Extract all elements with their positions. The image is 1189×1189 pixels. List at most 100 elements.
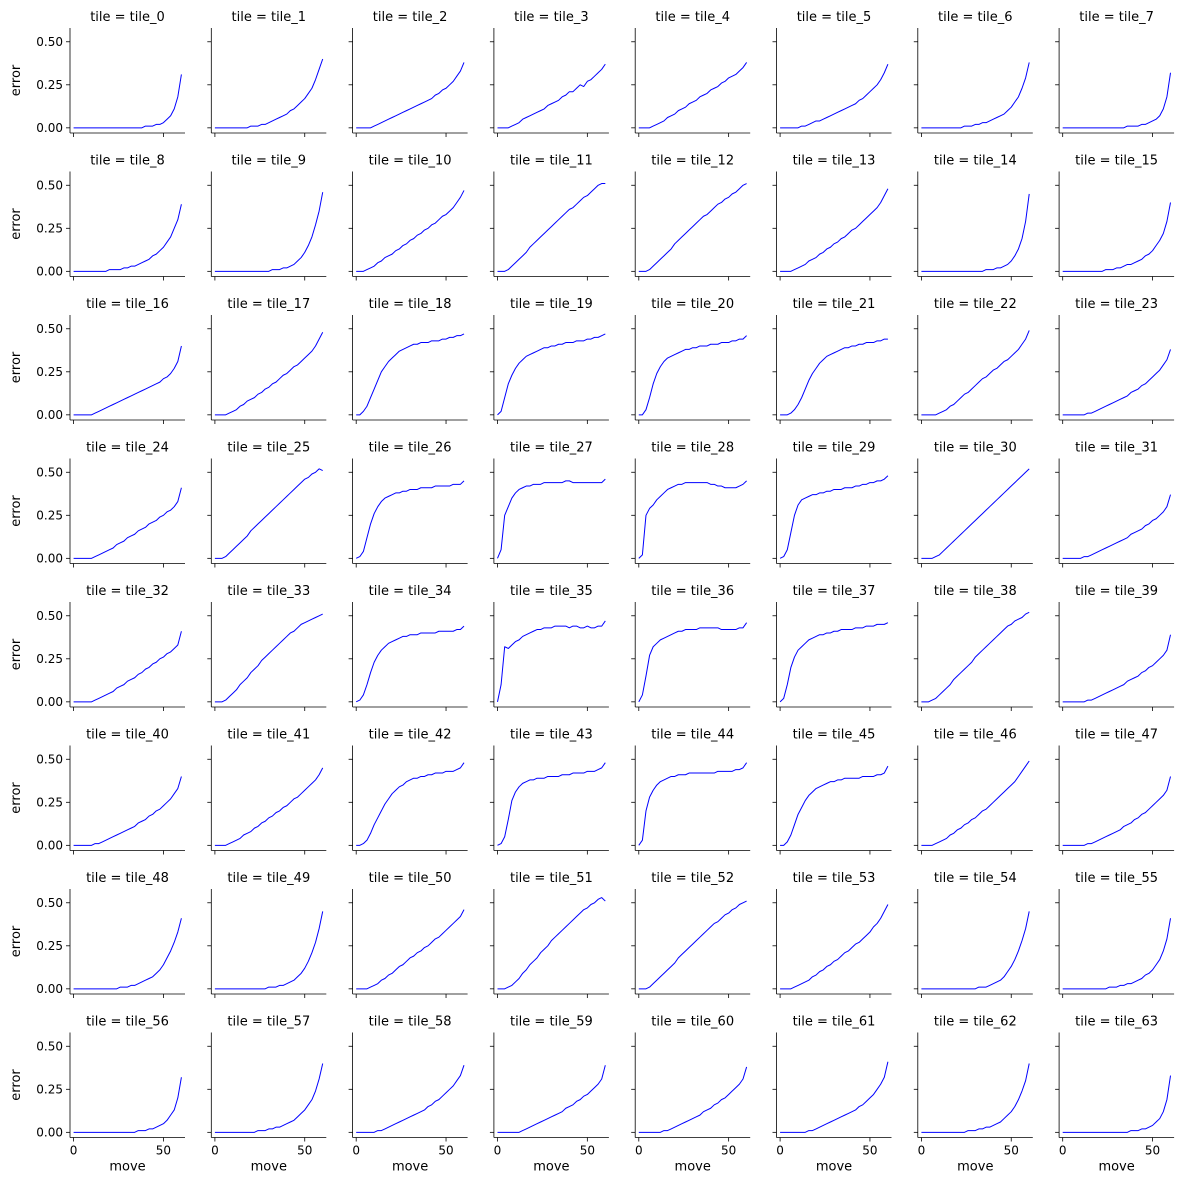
facet-panel-tile_25: tile = tile_25: [207, 441, 327, 568]
panel-title: tile = tile_58: [369, 1015, 452, 1030]
panel-title: tile = tile_46: [934, 728, 1017, 743]
x-tick-label: 50: [721, 1144, 736, 1158]
y-tick-label: 0.50: [36, 1039, 63, 1053]
y-tick-label: 0.00: [36, 264, 63, 278]
facet-panel-tile_63: tile = tile_63 0 50 move: [1055, 1015, 1175, 1175]
series-line: [1062, 494, 1171, 559]
series-line: [1062, 1075, 1172, 1133]
series-line: [638, 622, 748, 703]
facet-panel-tile_50: tile = tile_50: [348, 871, 468, 998]
facet-panel-tile_62: tile = tile_62 0 50 move: [913, 1015, 1033, 1175]
series-line: [73, 345, 182, 416]
facet-panel-tile_40: tile = tile_40 0.00 0.25 0.50 error: [9, 728, 185, 855]
y-tick-label: 0.50: [36, 465, 63, 479]
facet-panel-tile_36: tile = tile_36: [631, 584, 751, 711]
series-line: [73, 631, 182, 703]
panel-title: tile = tile_0: [90, 10, 165, 25]
y-tick-label: 0.25: [36, 652, 63, 666]
panel-title: tile = tile_33: [227, 584, 310, 599]
series-line: [214, 468, 323, 559]
facet-panel-tile_10: tile = tile_10: [348, 154, 468, 281]
y-axis-label: error: [9, 782, 24, 814]
series-line: [355, 625, 465, 703]
panel-title: tile = tile_47: [1075, 728, 1158, 743]
x-tick-label: 50: [862, 1144, 877, 1158]
y-tick-label: 0.25: [36, 365, 63, 379]
y-axis-label: error: [9, 495, 24, 527]
facet-panel-tile_13: tile = tile_13: [772, 154, 892, 281]
series-line: [638, 762, 748, 846]
panel-title: tile = tile_7: [1079, 10, 1154, 25]
panel-title: tile = tile_1: [232, 10, 307, 25]
series-line: [1062, 918, 1172, 990]
y-tick-label: 0.00: [36, 1125, 63, 1139]
y-tick-label: 0.25: [36, 508, 63, 522]
facet-panel-tile_12: tile = tile_12: [631, 154, 751, 281]
panel-title: tile = tile_62: [934, 1015, 1017, 1030]
facet-panel-tile_5: tile = tile_5: [772, 10, 892, 137]
x-tick-label: 0: [918, 1144, 926, 1158]
series-line: [780, 338, 888, 416]
facet-panel-tile_3: tile = tile_3: [489, 10, 609, 137]
series-line: [497, 63, 606, 129]
facet-panel-tile_23: tile = tile_23: [1055, 297, 1175, 424]
x-axis-label: move: [816, 1160, 852, 1175]
panel-title: tile = tile_3: [514, 10, 589, 25]
x-axis-label: move: [251, 1160, 287, 1175]
facet-panel-tile_57: tile = tile_57 0 50 move: [207, 1015, 327, 1175]
x-axis-label: move: [533, 1160, 569, 1175]
series-line: [638, 335, 747, 416]
series-line: [355, 480, 465, 559]
facet-panel-tile_54: tile = tile_54: [913, 871, 1033, 998]
facet-panel-tile_11: tile = tile_11: [489, 154, 609, 281]
panel-title: tile = tile_6: [938, 10, 1013, 25]
panel-title: tile = tile_17: [227, 297, 310, 312]
panel-title: tile = tile_36: [651, 584, 734, 599]
facet-panel-tile_17: tile = tile_17: [207, 297, 327, 424]
panel-title: tile = tile_27: [510, 441, 593, 456]
series-line: [214, 1063, 324, 1133]
x-tick-label: 0: [635, 1144, 643, 1158]
panel-title: tile = tile_42: [369, 728, 452, 743]
panel-title: tile = tile_28: [651, 441, 734, 456]
y-tick-label: 0.50: [36, 896, 63, 910]
panel-title: tile = tile_34: [369, 584, 452, 599]
series-line: [73, 74, 182, 129]
panel-title: tile = tile_40: [86, 728, 169, 743]
series-line: [356, 762, 465, 846]
facet-panel-tile_19: tile = tile_19: [489, 297, 609, 424]
series-line: [356, 62, 465, 129]
series-line: [73, 1077, 182, 1133]
facet-panel-tile_38: tile = tile_38: [913, 584, 1033, 711]
facet-panel-tile_47: tile = tile_47: [1055, 728, 1175, 855]
series-line: [1062, 776, 1171, 846]
facet-panel-tile_44: tile = tile_44: [631, 728, 751, 855]
series-line: [780, 765, 889, 846]
series-line: [921, 193, 1030, 272]
x-tick-label: 50: [1004, 1144, 1019, 1158]
facet-panel-tile_59: tile = tile_59 0 50 move: [489, 1015, 609, 1175]
x-axis-label: move: [392, 1160, 428, 1175]
panel-title: tile = tile_9: [232, 154, 307, 169]
y-axis-label: error: [9, 64, 24, 96]
panel-title: tile = tile_57: [227, 1015, 310, 1030]
x-tick-label: 0: [70, 1144, 78, 1158]
series-line: [1062, 634, 1171, 703]
series-line: [214, 331, 324, 416]
series-line: [497, 897, 606, 990]
facet-panel-tile_16: tile = tile_16 0.00 0.25 0.50 error: [9, 297, 185, 424]
y-tick-label: 0.00: [36, 695, 63, 709]
facet-panel-tile_48: tile = tile_48 0.00 0.25 0.50 error: [9, 871, 185, 998]
facet-panel-tile_52: tile = tile_52: [631, 871, 751, 998]
series-line: [214, 911, 324, 990]
series-line: [921, 468, 1030, 559]
series-line: [497, 333, 606, 416]
panel-title: tile = tile_19: [510, 297, 593, 312]
y-tick-label: 0.00: [36, 982, 63, 996]
panel-title: tile = tile_26: [369, 441, 452, 456]
panel-title: tile = tile_44: [651, 728, 734, 743]
x-tick-label: 0: [1059, 1144, 1067, 1158]
facet-panel-tile_56: tile = tile_56 0.00 0.25 0.50 0 50 error move: [9, 1015, 185, 1175]
series-line: [356, 333, 465, 416]
